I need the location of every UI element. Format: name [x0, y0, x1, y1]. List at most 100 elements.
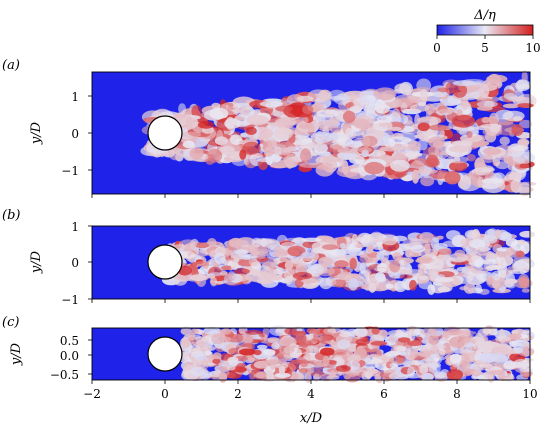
panel-a-ytick-label: −1 [61, 164, 79, 178]
field-cell [494, 229, 502, 239]
field-cell [515, 250, 525, 258]
field-cell [320, 347, 335, 356]
field-cell [474, 80, 484, 86]
field-cell [392, 252, 402, 261]
field-cell [280, 339, 296, 345]
field-cell [195, 249, 209, 257]
field-cell [225, 116, 235, 130]
field-cell [517, 239, 526, 246]
field-cell [495, 161, 510, 170]
field-cell [491, 270, 501, 281]
field-cell [449, 353, 462, 364]
field-cell [407, 339, 423, 347]
field-cell [428, 363, 441, 374]
field-cell [284, 260, 294, 271]
field-cell [274, 372, 291, 378]
field-cell [352, 354, 361, 362]
field-cell [444, 171, 461, 185]
field-cell [518, 276, 530, 289]
field-cell [226, 364, 236, 371]
field-cell [456, 266, 469, 272]
colorbar-title: Δ/η [473, 8, 496, 23]
field-cell [492, 172, 506, 186]
field-cell [452, 83, 468, 98]
field-cell [333, 349, 347, 356]
panel-c-ytick-label: 0.0 [60, 349, 79, 363]
field-cell [389, 260, 401, 273]
field-cell [250, 261, 261, 269]
field-cell [502, 110, 525, 122]
field-cell [445, 82, 455, 95]
x-tick-label: −2 [83, 387, 101, 401]
field-cell [188, 344, 202, 355]
field-cell [376, 251, 385, 260]
panel-c-ytick-label: 0.5 [60, 334, 79, 348]
field-cell [410, 244, 426, 253]
field-cell [337, 339, 351, 350]
field-cell [349, 257, 357, 270]
x-tick-label: 0 [161, 387, 169, 401]
field-cell [207, 238, 217, 248]
field-cell [299, 162, 324, 168]
field-cell [451, 114, 476, 128]
panel-a: (a) y/D 1 0 −1 [2, 58, 537, 198]
field-cell [466, 154, 476, 162]
field-cell [284, 153, 298, 169]
field-cell [326, 375, 340, 380]
panel-b-ylabel: y/D [29, 250, 44, 274]
field-cell [436, 235, 444, 240]
field-cell [247, 244, 257, 255]
field-cell [426, 154, 439, 168]
field-cell [353, 118, 371, 129]
field-cell [196, 338, 211, 347]
field-cell [362, 234, 372, 244]
field-cell [438, 108, 456, 114]
field-cell [477, 176, 484, 188]
field-cell [410, 348, 419, 359]
field-cell [273, 147, 292, 156]
panel-a-ylabel: y/D [29, 121, 44, 145]
field-cell [414, 359, 425, 366]
field-cell [327, 328, 342, 334]
field-cell [190, 262, 198, 267]
field-cell [407, 366, 415, 378]
field-cell [172, 244, 186, 250]
field-cell [318, 256, 333, 267]
field-cell [275, 105, 293, 112]
field-cell [284, 327, 297, 335]
field-cell [404, 247, 413, 258]
field-cell [220, 102, 239, 116]
field-cell [180, 328, 192, 335]
field-cell [514, 260, 528, 270]
field-cell [418, 275, 429, 281]
field-cell [246, 114, 269, 126]
field-cell [489, 112, 499, 127]
field-cell [513, 359, 530, 369]
field-cell [278, 365, 286, 375]
field-cell [482, 154, 495, 164]
field-cell [468, 239, 486, 249]
field-cell [449, 161, 468, 172]
field-cell [346, 140, 363, 148]
field-cell [329, 126, 342, 133]
field-cell [218, 372, 227, 383]
field-cell [190, 366, 205, 377]
field-cell [267, 337, 280, 342]
field-cell [399, 274, 413, 279]
field-cell [239, 348, 256, 356]
field-cell [394, 271, 401, 279]
field-cell [248, 371, 256, 380]
field-cell [302, 105, 314, 114]
field-cell [513, 342, 524, 354]
field-cell [334, 274, 352, 281]
field-cell [417, 350, 433, 358]
field-cell [489, 123, 501, 133]
field-cell [473, 340, 490, 352]
panel-letter-b: (b) [2, 208, 20, 223]
field-cell [519, 230, 536, 238]
field-cell [361, 361, 380, 369]
field-cell [290, 135, 312, 146]
field-cell [417, 101, 427, 107]
field-cell [178, 131, 201, 138]
field-cell [309, 346, 319, 353]
